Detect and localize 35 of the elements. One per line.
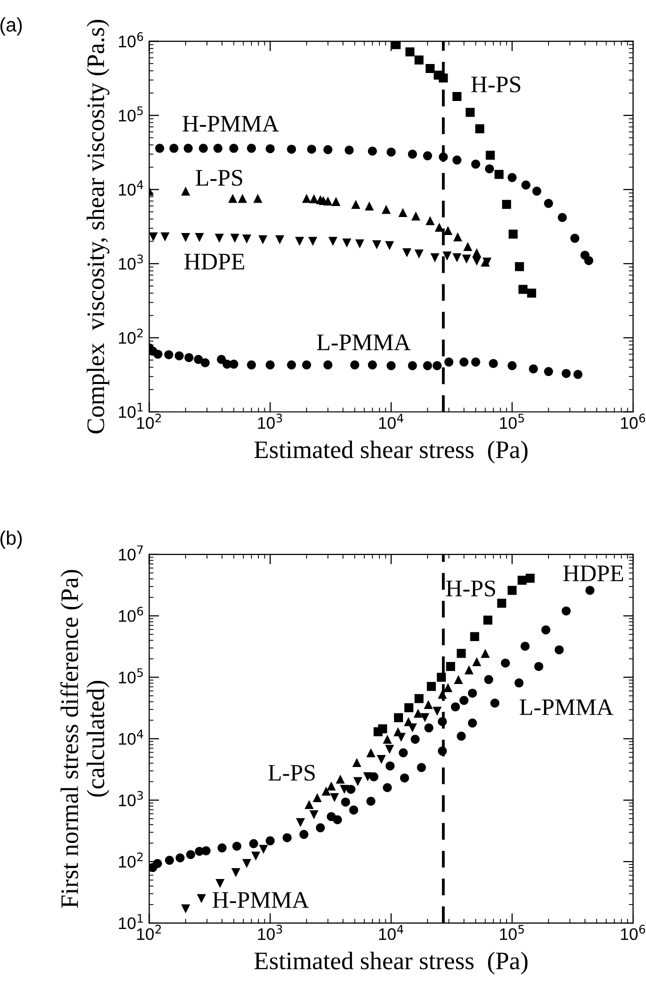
legend-label: HDPE — [563, 566, 624, 582]
chart-title: (a) — [0, 17, 22, 36]
legend-label: H-PS — [446, 580, 496, 596]
x-tick-label: 10$^{6}$ — [621, 414, 646, 429]
y-tick-label: 10$^{2}$ — [118, 328, 143, 344]
legend-label: L-PMMA — [520, 699, 614, 715]
y-tick-label: 10$^{5}$ — [118, 106, 143, 122]
x-tick-label: 10$^{5}$ — [500, 414, 524, 429]
series-label: HDPE — [184, 254, 244, 270]
x-tick-label: 10$^{6}$ — [621, 924, 646, 940]
y-tick-label: 10$^{5}$ — [118, 668, 143, 684]
x-tick-label: 10$^{5}$ — [500, 924, 524, 940]
series-label: H-PMMA — [182, 116, 279, 132]
y-tick-label: 10$^{4}$ — [118, 730, 144, 745]
y-axis-title: First normal stress difference (Pa) (calculated) — [60, 570, 110, 908]
x-axis-title: Estimated shear stress (Pa) — [254, 952, 528, 974]
y-tick-label: 10$^{2}$ — [118, 852, 143, 868]
legend-label: H-PS — [471, 76, 520, 92]
y-tick-label: 10$^{6}$ — [118, 606, 144, 622]
y-tick-label: 10$^{6}$ — [118, 32, 144, 48]
x-tick-label: 10$^{3}$ — [258, 414, 282, 429]
series-label: L-PMMA — [317, 334, 411, 350]
y-tick-label: 10$^{3}$ — [118, 254, 143, 270]
series-label: L-PS — [268, 764, 315, 781]
x-tick-label: 10$^{4}$ — [379, 414, 404, 429]
x-tick-label: 10$^{3}$ — [258, 924, 282, 940]
y-tick-label: 10$^{7}$ — [118, 545, 143, 560]
series-label: H-PMMA — [212, 892, 309, 908]
x-tick-label: 10$^{4}$ — [379, 924, 404, 940]
y-axis-title: Complex viscosity, shear viscosity (Pa.s) — [86, 20, 110, 434]
series-label: L-PS — [196, 170, 242, 186]
y-tick-label: 10$^{3}$ — [118, 791, 143, 806]
y-tick-label: 10$^{4}$ — [118, 180, 144, 196]
chart-title: (b) — [0, 530, 22, 549]
x-axis-title: Estimated shear stress (Pa) — [254, 440, 528, 464]
